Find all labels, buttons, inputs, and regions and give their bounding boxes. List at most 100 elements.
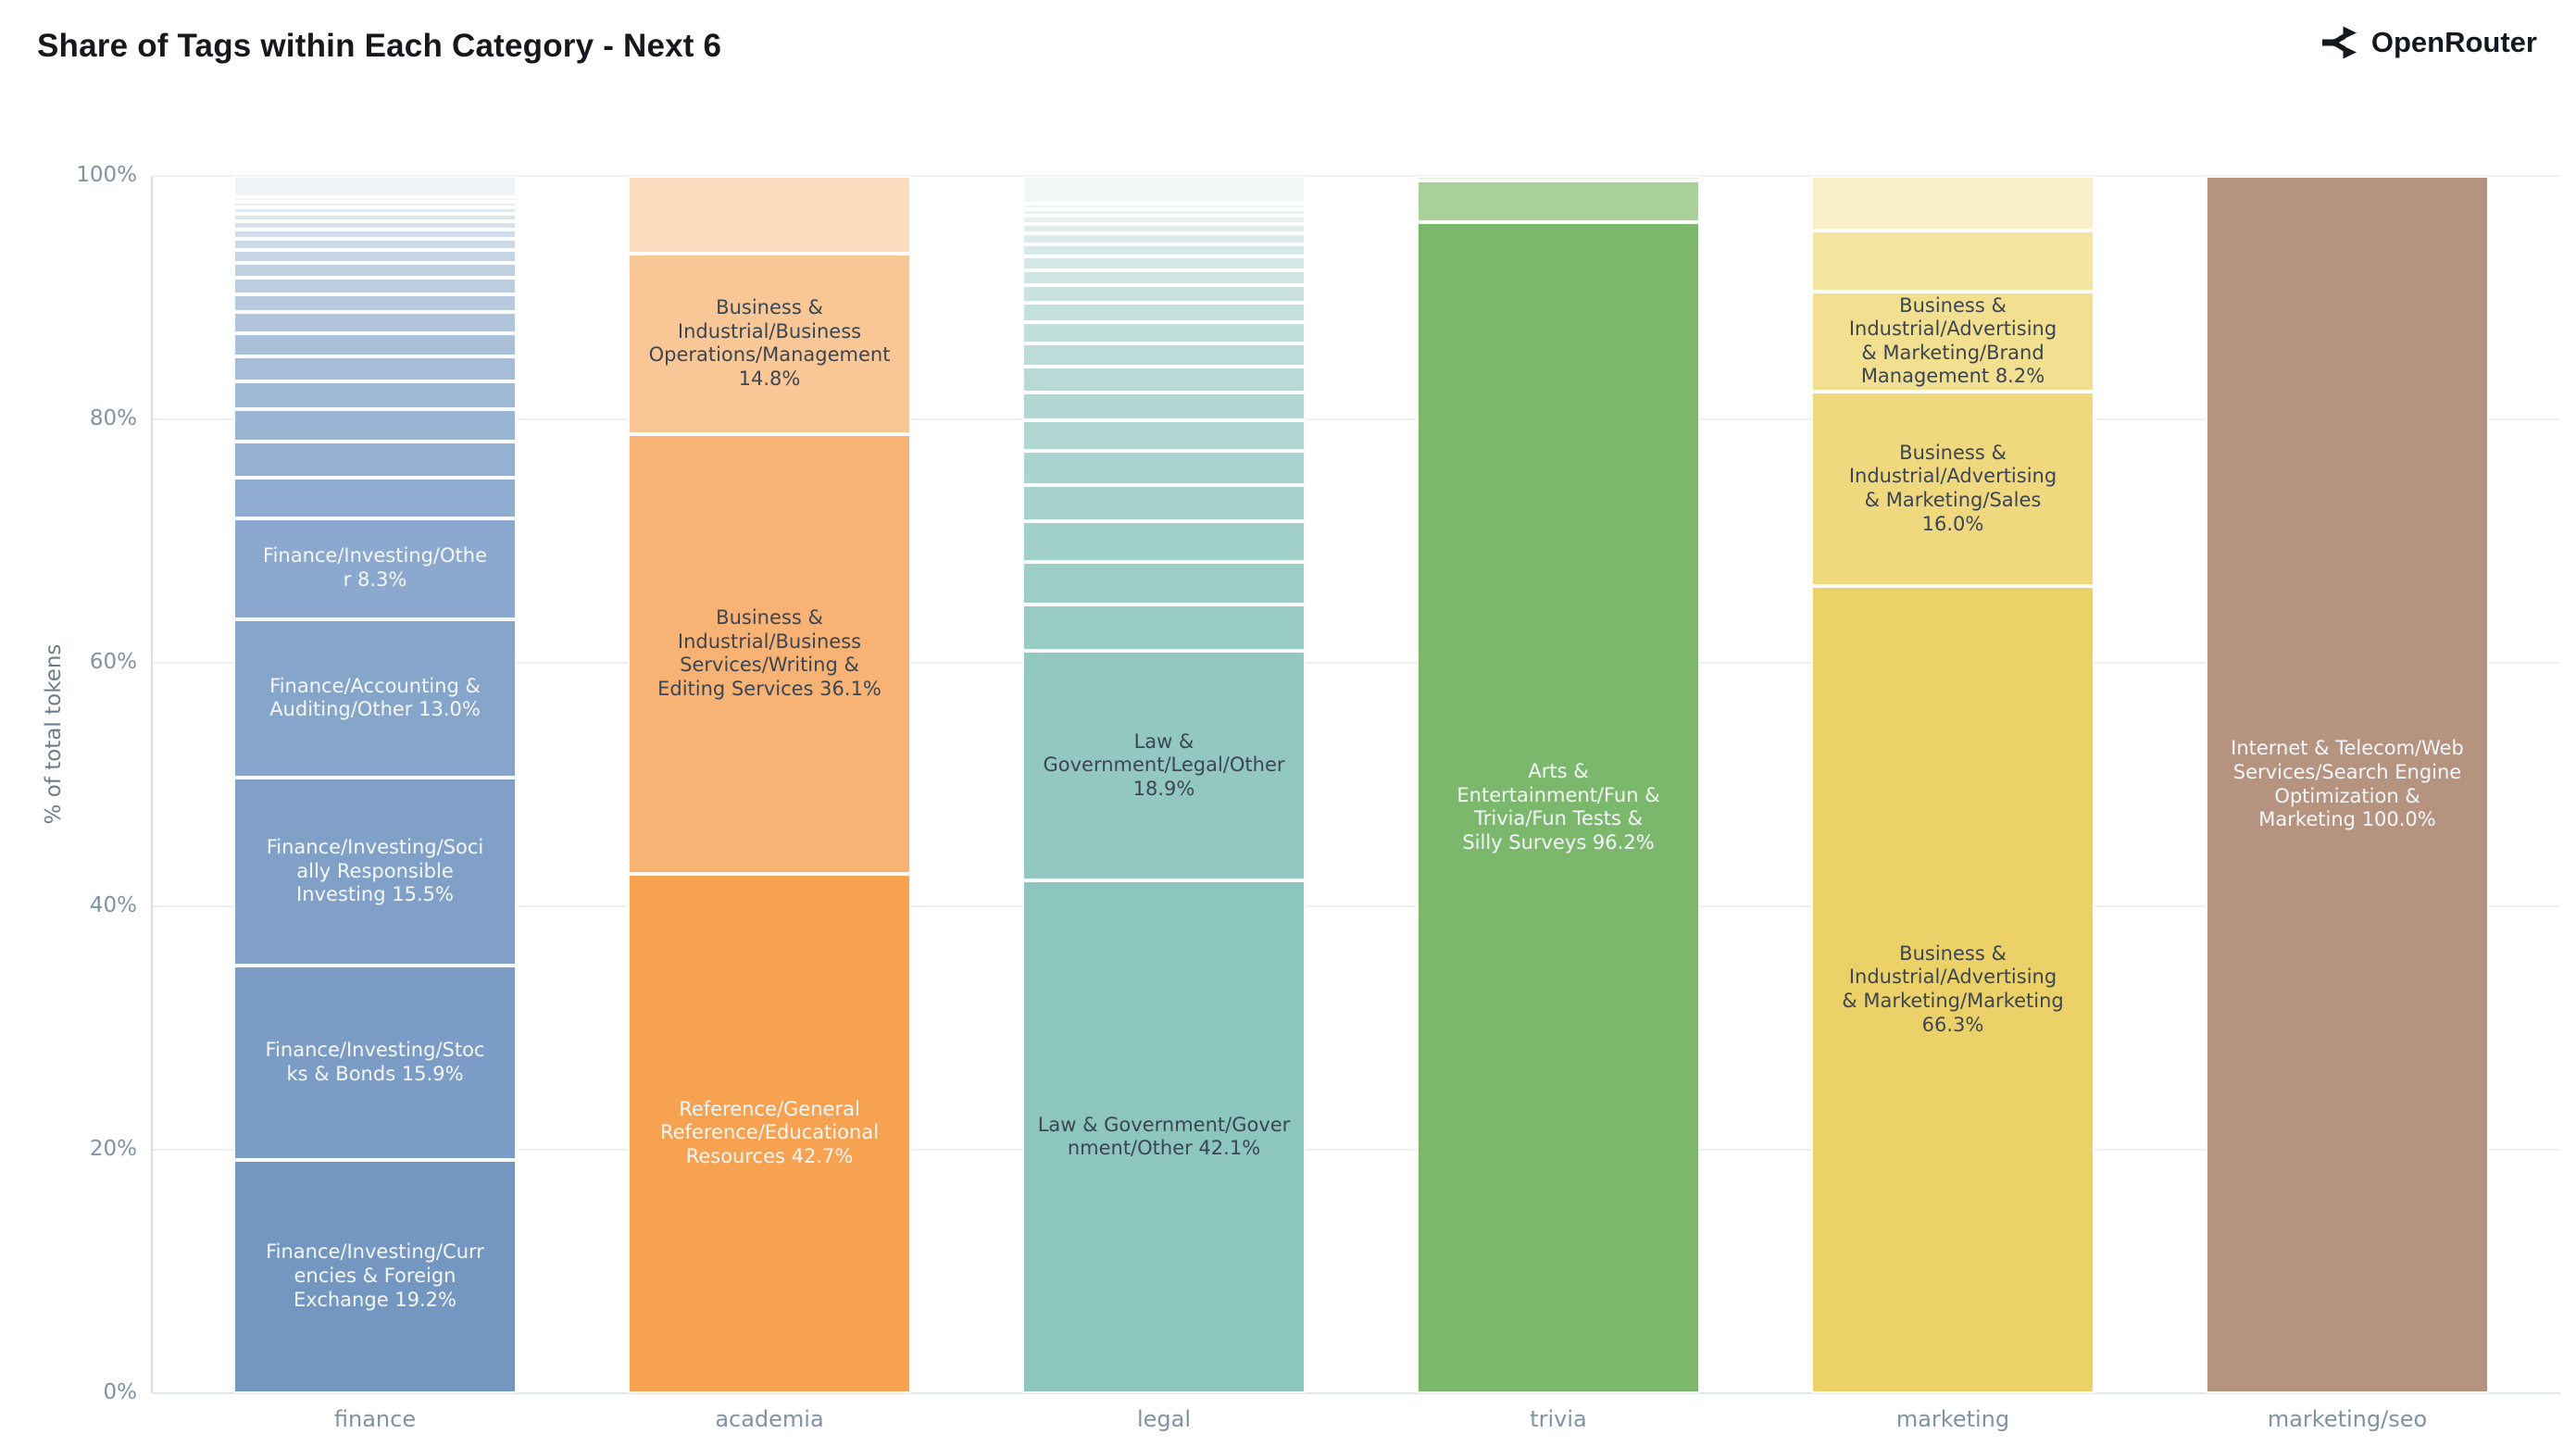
segment-label: Business & Industrial/Advertising & Mark…: [1842, 941, 2064, 1036]
ytick-label: 100%: [76, 163, 137, 187]
bar-segment: [1417, 176, 1700, 181]
segment-label: Internet & Telecom/Web Services/Search E…: [2231, 737, 2464, 831]
bar-segment: Internet & Telecom/Web Services/Search E…: [2206, 176, 2489, 1393]
bar-segment: [1022, 561, 1306, 605]
bar-segment: [1811, 176, 2095, 231]
openrouter-logo[interactable]: OpenRouter: [2320, 24, 2537, 61]
bar-segment: [1022, 521, 1306, 562]
ytick-label: 0%: [103, 1380, 138, 1404]
segment-label: Business & Industrial/Advertising & Mark…: [1848, 293, 2057, 388]
bar-segment: Finance/Investing/Stoc ks & Bonds 15.9%: [233, 966, 517, 1160]
y-axis-line: [151, 176, 153, 1393]
bar-segment: Business & Industrial/Advertising & Mark…: [1811, 391, 2095, 587]
bar-segment: [1022, 420, 1306, 452]
bar-segment: [1022, 302, 1306, 322]
bar-segment: Reference/General Reference/Educational …: [628, 873, 911, 1393]
bar-segment: [233, 239, 517, 251]
bar-segment: [1022, 209, 1306, 217]
bar-segment: [1022, 393, 1306, 421]
segment-label: Finance/Accounting & Auditing/Other 13.0…: [269, 674, 481, 721]
bar-segment: Business & Industrial/Advertising & Mark…: [1811, 586, 2095, 1393]
bar-segment: [1022, 176, 1306, 204]
bar-segment: [233, 312, 517, 333]
bar-segment: [1811, 231, 2095, 292]
bar-segment: Finance/Investing/Soci ally Responsible …: [233, 777, 517, 966]
bar-segment: [233, 207, 517, 214]
category-label-finance: finance: [333, 1406, 417, 1432]
bar-segment: [233, 277, 517, 294]
bar-segment: [233, 381, 517, 410]
bar-segment: [1022, 343, 1306, 368]
bar-segment: [233, 213, 517, 221]
segment-label: Business & Industrial/Advertising & Mark…: [1848, 441, 2057, 535]
bar-segment: Business & Industrial/Advertising & Mark…: [1811, 291, 2095, 392]
bar-trivia: Arts & Entertainment/Fun & Trivia/Fun Te…: [1417, 176, 1700, 1393]
ytick-label: 20%: [89, 1137, 137, 1161]
bar-segment: [233, 220, 517, 230]
ytick-label: 40%: [89, 893, 137, 917]
bar-segment: Law & Government/Legal/Other 18.9%: [1022, 650, 1306, 881]
bar-segment: [233, 229, 517, 240]
bar-segment: [233, 332, 517, 356]
segment-label: Law & Government/Gover nment/Other 42.1%: [1037, 1113, 1291, 1160]
bar-segment: [628, 176, 911, 255]
bar-segment: [233, 197, 517, 203]
gridline-100: [153, 175, 2560, 177]
category-label-marketing/seo: marketing/seo: [2267, 1406, 2428, 1432]
bar-segment: Finance/Accounting & Auditing/Other 13.0…: [233, 618, 517, 778]
segment-label: Reference/General Reference/Educational …: [659, 1097, 880, 1168]
gridline-80: [153, 418, 2560, 420]
bar-segment: Business & Industrial/Business Services/…: [628, 433, 911, 874]
bar-segment: [1022, 223, 1306, 233]
bar-segment: [1022, 285, 1306, 303]
bar-segment: [1022, 367, 1306, 393]
bar-segment: Law & Government/Gover nment/Other 42.1%: [1022, 880, 1306, 1393]
bar-segment: [1022, 451, 1306, 486]
segment-label: Business & Industrial/Business Operation…: [648, 296, 891, 391]
openrouter-mark-icon: [2320, 24, 2357, 61]
segment-label: Finance/Investing/Stoc ks & Bonds 15.9%: [265, 1039, 485, 1085]
bar-segment: [1417, 181, 1700, 222]
bar-segment: [233, 250, 517, 264]
bar-segment: [233, 441, 517, 479]
bar-segment: [233, 176, 517, 198]
ytick-label: 80%: [89, 406, 137, 430]
bar-segment: [1022, 269, 1306, 286]
bar-segment: [1022, 321, 1306, 343]
bar-segment: Finance/Investing/Curr encies & Foreign …: [233, 1159, 517, 1393]
bar-segment: [1022, 232, 1306, 244]
bar-marketing: Business & Industrial/Advertising & Mark…: [1811, 176, 2095, 1393]
category-label-trivia: trivia: [1530, 1406, 1587, 1432]
segment-label: Business & Industrial/Business Services/…: [657, 605, 882, 700]
segment-label: Finance/Investing/Othe r 8.3%: [263, 544, 487, 592]
segment-label: Law & Government/Legal/Other 18.9%: [1043, 729, 1285, 800]
bar-segment: [233, 409, 517, 442]
segment-label: Arts & Entertainment/Fun & Trivia/Fun Te…: [1457, 760, 1660, 854]
bar-marketing/seo: Internet & Telecom/Web Services/Search E…: [2206, 176, 2489, 1393]
segment-label: Finance/Investing/Soci ally Responsible …: [266, 836, 484, 906]
gridline-60: [153, 662, 2560, 664]
category-label-legal: legal: [1136, 1406, 1192, 1432]
category-label-marketing: marketing: [1895, 1406, 2010, 1432]
gridline-20: [153, 1149, 2560, 1151]
bar-segment: [233, 478, 517, 518]
bar-segment: [233, 293, 517, 313]
bar-segment: [233, 202, 517, 208]
bar-segment: Business & Industrial/Business Operation…: [628, 254, 911, 434]
plot-area: Finance/Investing/Curr encies & Foreign …: [153, 175, 2560, 1394]
page-title: Share of Tags within Each Category - Nex…: [37, 28, 722, 64]
category-label-academia: academia: [715, 1406, 824, 1432]
gridline-0: [153, 1392, 2560, 1394]
bar-segment: Finance/Investing/Othe r 8.3%: [233, 517, 517, 619]
bar-segment: [233, 355, 517, 382]
ytick-label: 60%: [89, 650, 137, 674]
bar-segment: Arts & Entertainment/Fun & Trivia/Fun Te…: [1417, 221, 1700, 1393]
bar-legal: Law & Government/Gover nment/Other 42.1%…: [1022, 176, 1306, 1393]
bar-finance: Finance/Investing/Curr encies & Foreign …: [233, 176, 517, 1393]
openrouter-wordmark: OpenRouter: [2370, 26, 2537, 58]
gridline-40: [153, 905, 2560, 907]
bar-segment: [1022, 485, 1306, 522]
bar-segment: [233, 263, 517, 278]
bar-segment: [1022, 604, 1306, 651]
